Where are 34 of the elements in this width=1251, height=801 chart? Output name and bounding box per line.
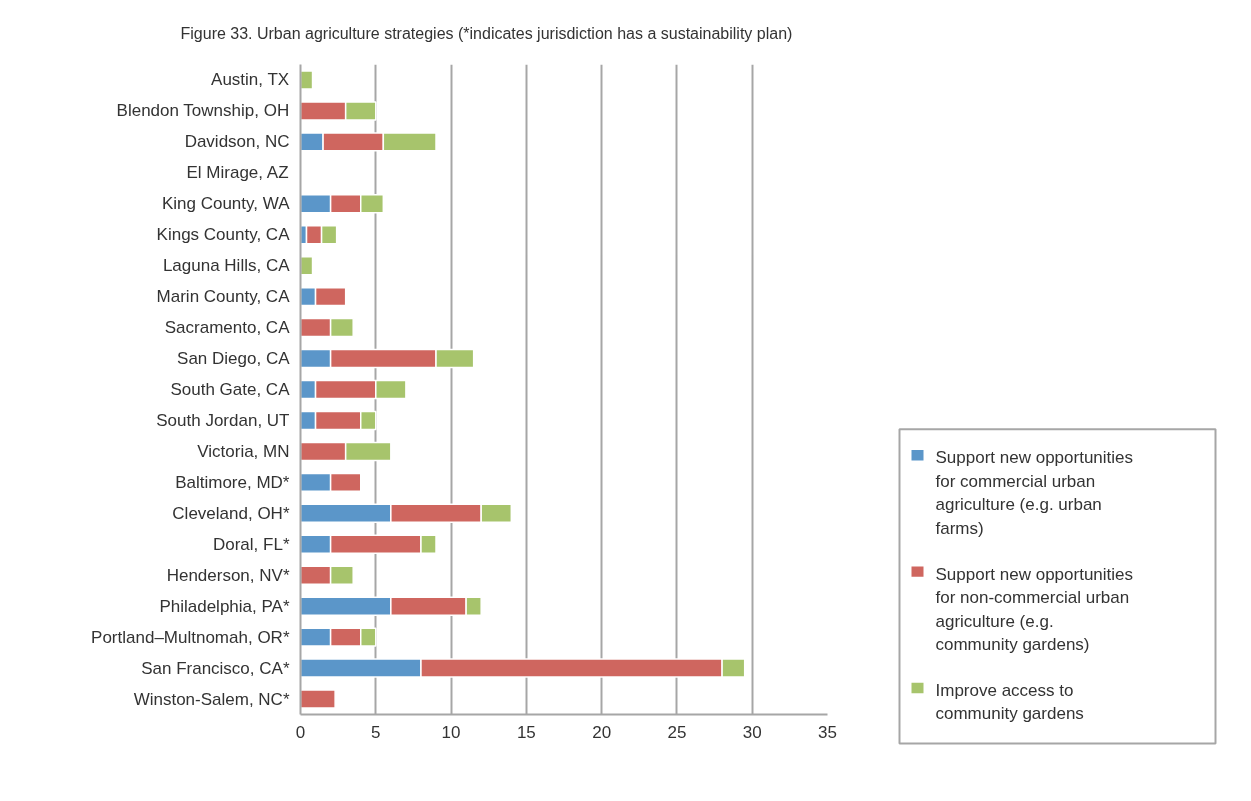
y-tick-label: Davidson, NC <box>184 132 290 152</box>
y-tick-label: Baltimore, MD* <box>175 472 290 492</box>
y-tick-label: Cleveland, OH* <box>172 503 290 523</box>
y-tick-label: Portland–Multnomah, OR* <box>91 627 290 647</box>
y-tick-label: Henderson, NV* <box>166 565 290 585</box>
y-tick-label: Victoria, MN <box>197 441 290 461</box>
legend-label: Support new opportunities for commercial urban agriculture (e.g. urban farms) <box>935 448 1134 538</box>
y-tick-label: King County, WA <box>161 194 291 214</box>
y-tick-label: Sacramento, CA <box>164 318 291 338</box>
y-tick-label: Kings County, CA <box>156 225 291 245</box>
y-tick-label: Philadelphia, PA* <box>159 596 290 616</box>
x-tick-label: 30 <box>742 722 762 742</box>
y-tick-label: South Gate, CA <box>170 380 291 399</box>
bar <box>300 689 336 709</box>
x-tick-label: 35 <box>818 722 837 742</box>
x-tick-label: 25 <box>667 722 687 742</box>
y-tick-label: Marin County, CA <box>156 287 291 307</box>
chart-title: Figure 33. Urban agriculture strategies (*indicates jurisdiction has a sustainability plan) <box>180 25 793 42</box>
y-tick-label: Winston-Salem, NC* <box>133 689 290 709</box>
y-tick-label: Blendon Township, OH <box>116 101 290 121</box>
legend-label: Improve access to community gardens <box>935 681 1084 724</box>
x-tick-label: 0 <box>295 722 306 742</box>
x-tick-label: 10 <box>441 722 461 742</box>
x-tick-label: 20 <box>592 722 612 742</box>
y-tick-label: South Jordan, UT <box>156 410 290 430</box>
x-tick-label: 15 <box>516 722 536 742</box>
y-tick-label: Austin, TX <box>211 70 290 90</box>
y-tick-label: El Mirage, AZ <box>186 163 289 183</box>
x-tick-label: 5 <box>371 722 381 742</box>
y-tick-label: Doral, FL* <box>212 534 290 554</box>
y-tick-label: San Diego, CA <box>177 349 291 369</box>
legend-label: Support new opportunities for non-commercial urban agriculture (e.g. community gardens) <box>935 564 1134 655</box>
y-tick-label: Laguna Hills, CA <box>162 256 291 276</box>
y-tick-label: San Francisco, CA* <box>141 658 290 678</box>
